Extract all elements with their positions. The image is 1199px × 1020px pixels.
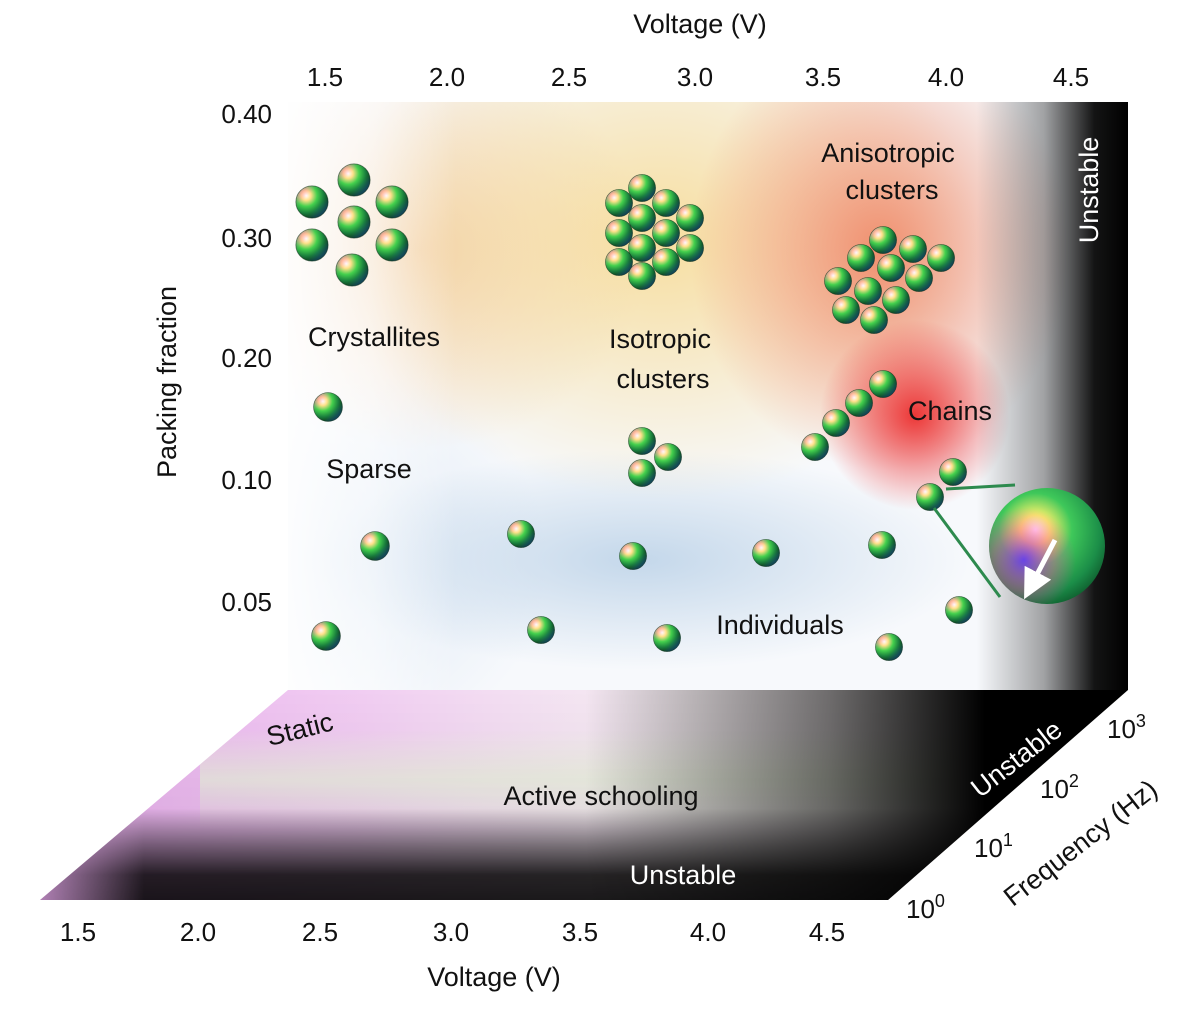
bottom-tick: 4.0 [690, 917, 726, 947]
label-chains: Chains [908, 396, 992, 426]
particle [652, 189, 680, 217]
particle [360, 531, 390, 561]
top-tick: 1.5 [307, 62, 343, 92]
particle [605, 219, 633, 247]
particle [905, 264, 933, 292]
particle [868, 531, 896, 559]
wall-panel [288, 102, 1128, 690]
particle [295, 185, 329, 219]
left-axis-title: Packing fraction [152, 286, 182, 478]
particle [899, 235, 927, 263]
particle [822, 409, 850, 437]
particle [676, 204, 704, 232]
particle [654, 443, 682, 471]
zoom-inset [932, 483, 1105, 604]
bottom-tick: 3.0 [433, 917, 469, 947]
freq-tick: 101 [974, 830, 1013, 863]
top-tick: 2.5 [551, 62, 587, 92]
particle [854, 277, 882, 305]
bottom-axis-title: Voltage (V) [427, 962, 561, 992]
particle [507, 520, 535, 548]
label-anisotropic-2: clusters [845, 175, 938, 205]
particle [916, 483, 944, 511]
particle [845, 389, 873, 417]
left-tick: 0.40 [221, 99, 272, 129]
particle [945, 596, 973, 624]
particle [628, 204, 656, 232]
particle [375, 185, 409, 219]
label-isotropic-1: Isotropic [609, 324, 711, 354]
particle [882, 286, 910, 314]
particle [628, 427, 656, 455]
zoom-connector [932, 507, 1002, 598]
particle [619, 542, 647, 570]
particle [337, 163, 371, 197]
particle [295, 228, 329, 262]
particle [313, 392, 343, 422]
top-tick: 4.5 [1053, 62, 1089, 92]
frequency-axis-title: Frequency (Hz) [998, 774, 1163, 912]
particle [832, 296, 860, 324]
particle [375, 228, 409, 262]
floor-label-active: Active schooling [503, 781, 698, 811]
label-anisotropic-1: Anisotropic [821, 138, 955, 168]
particle [652, 219, 680, 247]
orientation-arrow [1024, 538, 1058, 600]
top-axis-ticks: 1.5 2.0 2.5 3.0 3.5 4.0 4.5 [307, 62, 1089, 92]
particle [628, 234, 656, 262]
label-crystallites: Crystallites [308, 322, 440, 352]
particle [628, 174, 656, 202]
top-tick: 4.0 [928, 62, 964, 92]
label-unstable-wall: Unstable [1074, 137, 1104, 244]
left-axis-ticks: 0.40 0.30 0.20 0.10 0.05 [221, 99, 272, 617]
particle [927, 244, 955, 272]
particle [652, 248, 680, 276]
particle [628, 262, 656, 290]
freq-tick: 103 [1107, 711, 1146, 744]
particle [605, 248, 633, 276]
particle [653, 624, 681, 652]
bottom-tick: 3.5 [562, 917, 598, 947]
particle [628, 459, 656, 487]
freq-tick: 100 [906, 891, 945, 924]
label-isotropic-2: clusters [616, 364, 709, 394]
left-tick: 0.05 [221, 587, 272, 617]
particle [311, 621, 341, 651]
bottom-tick: 4.5 [809, 917, 845, 947]
particle [335, 253, 369, 287]
particle [605, 189, 633, 217]
particle [527, 616, 555, 644]
particle [676, 234, 704, 262]
left-tick: 0.20 [221, 343, 272, 373]
particle [869, 226, 897, 254]
bottom-tick: 2.5 [302, 917, 338, 947]
left-tick: 0.10 [221, 465, 272, 495]
frequency-axis-ticks: 100 101 102 103 [906, 711, 1146, 924]
freq-tick: 102 [1040, 771, 1079, 804]
zoom-connector [945, 483, 1016, 491]
particle [939, 458, 967, 486]
bottom-tick: 1.5 [60, 917, 96, 947]
floor-label-unstable-bottom: Unstable [630, 860, 737, 890]
zoom-particle-hue [989, 488, 1105, 604]
label-individuals: Individuals [716, 610, 844, 640]
particle [869, 370, 897, 398]
particle [337, 205, 371, 239]
top-tick: 2.0 [429, 62, 465, 92]
particle [875, 633, 903, 661]
particle [877, 254, 905, 282]
top-tick: 3.5 [805, 62, 841, 92]
particle [860, 306, 888, 334]
left-tick: 0.30 [221, 223, 272, 253]
particle [752, 539, 780, 567]
particle [801, 433, 829, 461]
bottom-tick: 2.0 [180, 917, 216, 947]
particle [824, 267, 852, 295]
bottom-axis-ticks: 1.5 2.0 2.5 3.0 3.5 4.0 4.5 [60, 917, 845, 947]
top-tick: 3.0 [677, 62, 713, 92]
top-axis-title: Voltage (V) [633, 9, 767, 39]
particle [847, 244, 875, 272]
label-sparse: Sparse [326, 454, 412, 484]
